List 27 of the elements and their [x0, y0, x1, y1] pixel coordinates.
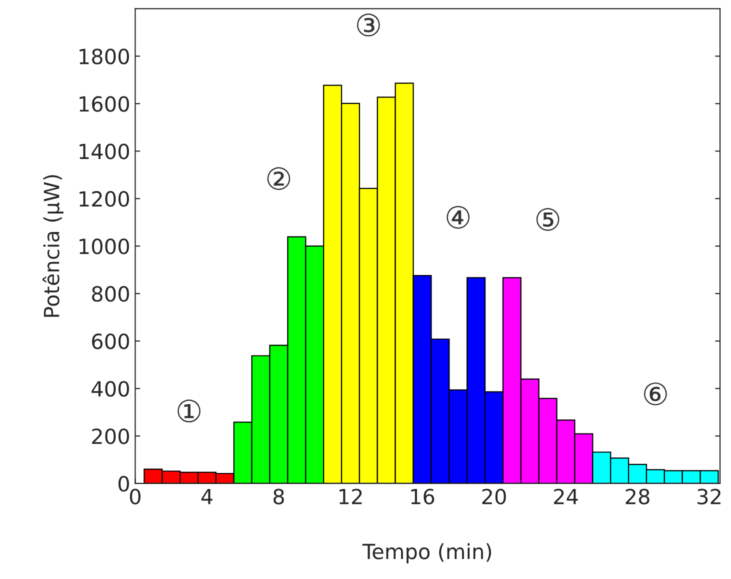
x-axis-title: Tempo (min) [362, 543, 492, 564]
annotation: ④ [446, 206, 470, 229]
y-tick-label: 800 [92, 286, 129, 302]
x-tick-label: 32 [698, 488, 720, 504]
y-tick-label: 1800 [80, 48, 129, 64]
x-tick-label: 0 [130, 488, 140, 504]
y-tick-label: 1400 [80, 144, 129, 160]
annotation: ③ [357, 14, 380, 36]
y-axis-title: Potência (µW) [42, 175, 64, 317]
y-tick-label: 200 [92, 428, 129, 444]
y-tick-label: 600 [92, 333, 129, 350]
y-tick-label: 1200 [80, 191, 129, 207]
annotation: ② [267, 167, 290, 190]
x-tick-label: 28 [626, 488, 650, 504]
y-tick-label: 400 [92, 380, 129, 397]
x-tick-label: 4 [201, 488, 212, 504]
x-tick-label: 24 [554, 488, 578, 504]
x-tick-label: 20 [482, 488, 506, 504]
x-tick-label: 8 [274, 488, 284, 504]
annotation: ① [178, 400, 200, 422]
x-tick-label: 12 [340, 488, 362, 504]
y-tick-label: 0 [118, 476, 129, 492]
y-tick-label: 1000 [80, 238, 129, 254]
annotation: ⑤ [536, 208, 560, 231]
x-tick-label: 16 [411, 488, 434, 504]
y-tick-label: 1600 [80, 96, 129, 112]
annotation: ⑥ [644, 382, 667, 406]
